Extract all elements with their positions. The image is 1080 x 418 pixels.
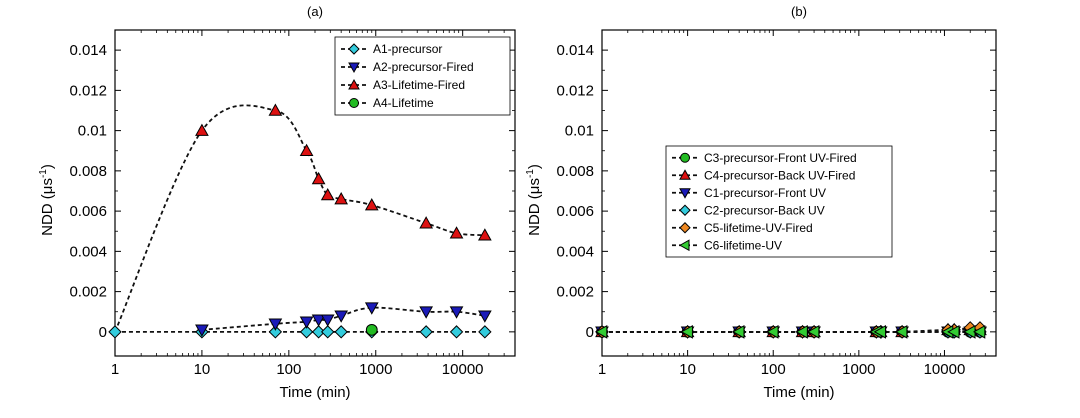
panel-b-y-axis-title: NDD (μs-1) xyxy=(525,164,543,236)
data-point xyxy=(311,314,326,327)
data-point xyxy=(680,325,693,339)
panel-b: (b) Time (min) NDD (μs-1) 1 10 100 1000 1000… xyxy=(525,4,997,401)
data-point xyxy=(334,325,348,339)
panel-b-title: (b) xyxy=(791,4,807,19)
data-point xyxy=(895,325,908,339)
data-point xyxy=(478,228,492,241)
data-point xyxy=(320,325,335,339)
legend-label: C1-precursor-Front UV xyxy=(704,186,826,200)
data-point xyxy=(766,325,779,339)
data-point xyxy=(334,192,349,205)
y-tick-label: 0.014 xyxy=(69,42,107,59)
x-tick-label: 10 xyxy=(194,361,211,378)
data-point xyxy=(419,216,433,229)
data-point xyxy=(364,198,379,211)
x-tick-label: 1 xyxy=(598,361,606,378)
data-point xyxy=(334,310,349,323)
data-point xyxy=(311,171,326,185)
legend-label: A3-Lifetime-Fired xyxy=(373,78,465,92)
panel-a-x-axis-title: Time (min) xyxy=(279,384,350,401)
data-point xyxy=(449,226,464,239)
y-tick-label: 0.012 xyxy=(556,82,594,99)
data-point xyxy=(195,324,209,337)
data-point xyxy=(320,314,335,327)
y-tick-label: 0.014 xyxy=(556,42,594,59)
data-point xyxy=(419,325,433,339)
y-tick-label: 0.008 xyxy=(69,163,107,180)
y-tick-label: 0.012 xyxy=(69,82,107,99)
data-point xyxy=(478,310,492,323)
data-point xyxy=(732,325,745,339)
legend-marker xyxy=(348,43,360,55)
legend-marker xyxy=(679,204,691,216)
data-point xyxy=(268,318,283,331)
series-line xyxy=(114,104,485,333)
x-tick-label: 1000 xyxy=(359,361,392,378)
legend-label: C2-precursor-Back UV xyxy=(704,203,825,217)
y-tick-label: 0 xyxy=(586,324,594,341)
legend-label: C5-lifetime-UV-Fired xyxy=(704,221,813,235)
legend-marker xyxy=(349,98,359,108)
data-point xyxy=(972,325,986,339)
legend-label: C4-precursor-Back UV-Fired xyxy=(704,168,855,182)
panel-a-plot: 1 10 100 1000 10000 0 0.002 0.004 0.006 0.008 0.01… xyxy=(69,29,516,378)
data-point xyxy=(364,302,379,315)
legend-label: A2-precursor-Fired xyxy=(373,60,474,74)
data-point xyxy=(299,143,314,157)
y-tick-label: 0 xyxy=(99,324,107,341)
data-point xyxy=(947,325,960,339)
data-point xyxy=(478,325,492,339)
data-point xyxy=(365,323,378,336)
legend-marker xyxy=(348,62,360,74)
data-point xyxy=(807,325,820,339)
data-point xyxy=(449,306,464,319)
legend-label: C3-precursor-Front UV-Fired xyxy=(704,151,857,165)
data-point xyxy=(299,316,314,329)
panel-b-x-axis-title: Time (min) xyxy=(763,384,834,401)
y-tick-label: 0.004 xyxy=(69,243,107,260)
legend-marker xyxy=(678,239,690,252)
legend-box xyxy=(665,145,893,258)
x-tick-label: 10 xyxy=(679,361,696,378)
y-tick-label: 0.002 xyxy=(69,284,107,301)
legend-marker xyxy=(679,222,691,234)
legend-label: A1-precursor xyxy=(373,42,442,56)
x-tick-label: 1000 xyxy=(842,361,875,378)
legend-label: C6-lifetime-UV xyxy=(704,238,782,252)
y-tick-label: 0.008 xyxy=(556,163,594,180)
x-tick-label: 1 xyxy=(111,361,119,378)
data-point xyxy=(594,325,608,339)
data-point xyxy=(311,325,326,339)
legend-box xyxy=(334,36,511,116)
panel-a-title: (a) xyxy=(307,4,323,19)
data-point xyxy=(195,123,209,136)
data-point xyxy=(299,325,314,339)
x-tick-label: 100 xyxy=(276,361,301,378)
y-tick-label: 0.006 xyxy=(69,203,107,220)
legend-marker xyxy=(679,188,691,199)
y-tick-label: 0.006 xyxy=(556,203,594,220)
data-point xyxy=(873,325,886,339)
panel-a-y-axis-title: NDD (μs-1) xyxy=(38,164,56,236)
panel-a: (a) Time (min) NDD (μs-1) 1 10 100 1000 1000… xyxy=(38,4,516,401)
y-tick-label: 0.01 xyxy=(565,123,594,140)
data-point xyxy=(268,325,283,339)
x-tick-label: 10000 xyxy=(442,361,484,378)
data-point xyxy=(449,325,464,339)
y-tick-label: 0.002 xyxy=(556,284,594,301)
y-tick-label: 0.004 xyxy=(556,243,594,260)
x-tick-label: 100 xyxy=(761,361,786,378)
data-point xyxy=(268,103,283,116)
data-point xyxy=(320,187,335,201)
x-tick-label: 10000 xyxy=(924,361,966,378)
panel-b-plot: 1 10 100 1000 10000 0 0.002 0.004 0.006 0.008 0.01… xyxy=(556,29,997,378)
legend-label: A4-Lifetime xyxy=(373,96,434,110)
data-point xyxy=(108,325,122,339)
legend-marker xyxy=(679,169,691,180)
data-point xyxy=(419,306,433,319)
y-tick-label: 0.01 xyxy=(78,123,107,140)
legend-marker xyxy=(348,78,360,90)
legend-marker xyxy=(680,152,690,163)
